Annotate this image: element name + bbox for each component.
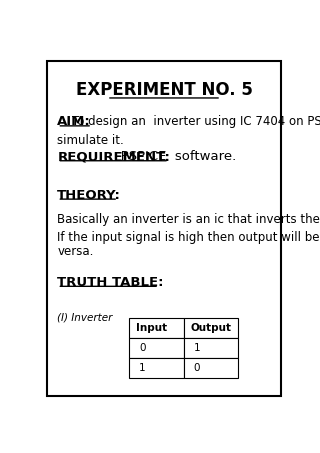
Text: 0: 0 bbox=[194, 363, 200, 373]
Text: 1: 1 bbox=[194, 343, 200, 353]
Text: versa.: versa. bbox=[57, 245, 94, 258]
Text: Input: Input bbox=[136, 323, 167, 333]
Bar bbox=[129, 338, 184, 358]
Bar bbox=[184, 318, 238, 338]
Bar bbox=[129, 358, 184, 378]
Bar bbox=[129, 318, 184, 338]
Text: If the input signal is high then output will be low and vice: If the input signal is high then output … bbox=[57, 231, 320, 244]
Text: REQUIREMENT:: REQUIREMENT: bbox=[57, 150, 170, 163]
Text: PSPICE  software.: PSPICE software. bbox=[57, 150, 236, 163]
Text: THEORY:: THEORY: bbox=[57, 188, 121, 202]
FancyBboxPatch shape bbox=[47, 61, 281, 396]
Text: Basically an inverter is an ic that inverts the input given to it.: Basically an inverter is an ic that inve… bbox=[57, 213, 320, 226]
Text: 0: 0 bbox=[139, 343, 146, 353]
Bar bbox=[184, 338, 238, 358]
Text: simulate it.: simulate it. bbox=[57, 134, 124, 146]
Text: To design an  inverter using IC 7404 on PSPICE and: To design an inverter using IC 7404 on P… bbox=[57, 116, 320, 128]
Text: 1: 1 bbox=[139, 363, 146, 373]
Bar bbox=[184, 358, 238, 378]
Text: TRUTH TABLE:: TRUTH TABLE: bbox=[57, 276, 164, 289]
Text: AIM:: AIM: bbox=[57, 116, 91, 128]
Text: (I) Inverter: (I) Inverter bbox=[57, 313, 113, 323]
Text: Output: Output bbox=[190, 323, 231, 333]
Text: EXPERIMENT NO. 5: EXPERIMENT NO. 5 bbox=[76, 81, 252, 98]
